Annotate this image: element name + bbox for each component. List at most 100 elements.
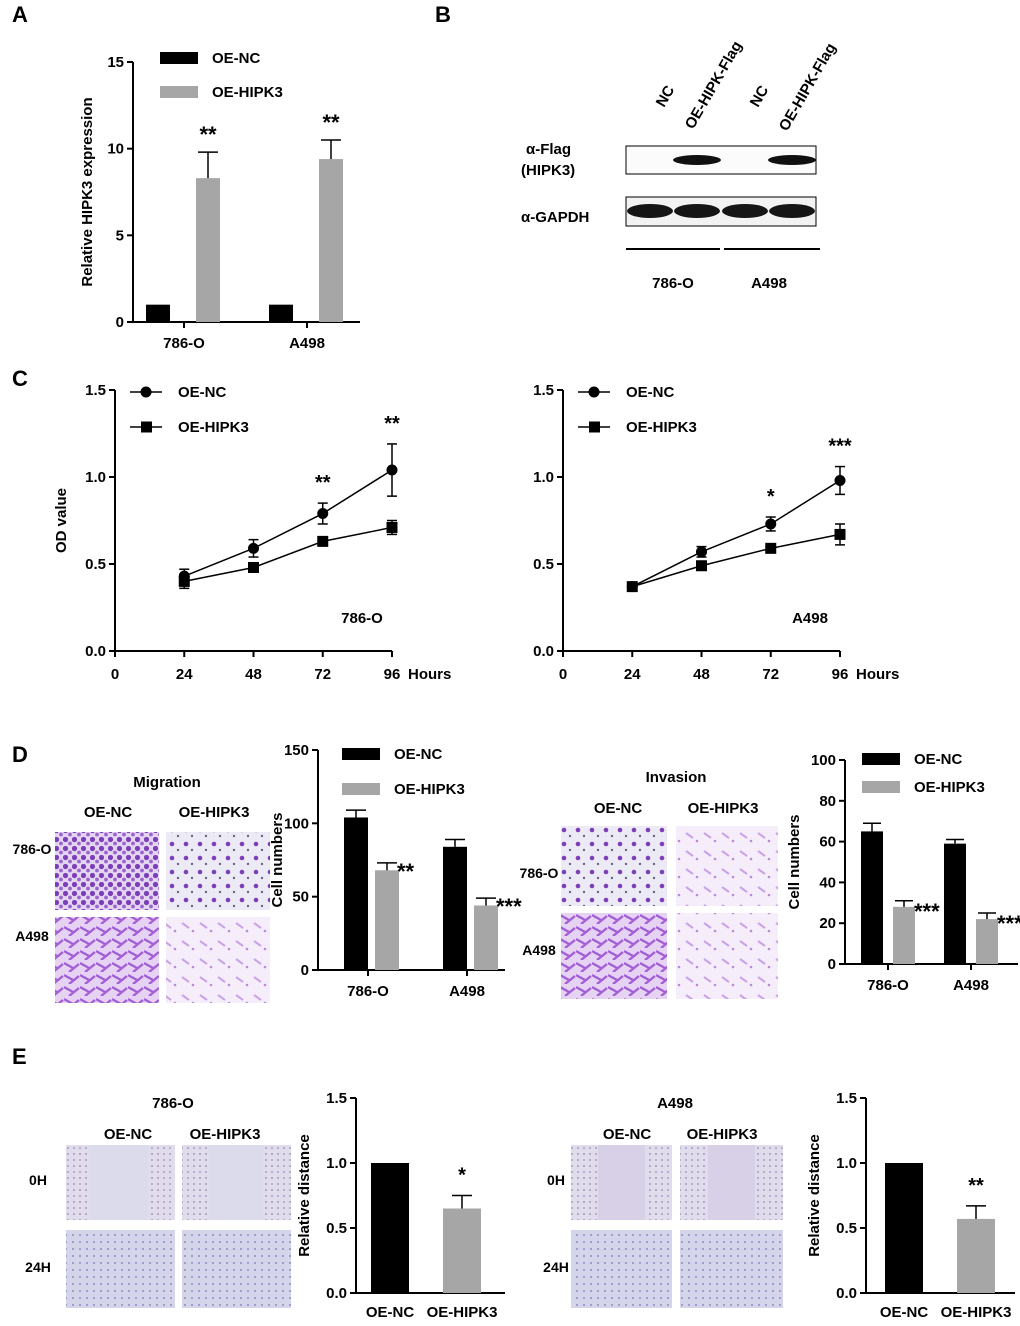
micrograph (55, 832, 159, 910)
legend-label: OE-NC (914, 751, 963, 768)
legend-label: OE-NC (626, 384, 675, 401)
micrograph (55, 917, 159, 1003)
y-axis-title: Relative HIPK3 expression (79, 97, 96, 286)
legend-label: OE-HIPK3 (178, 419, 249, 436)
legend-swatch (160, 52, 198, 64)
y-tick-label: 50 (292, 889, 309, 906)
wound1-title: 786-O (152, 1095, 194, 1112)
x-tick-label: 0 (559, 666, 567, 683)
significance-mark: *** (828, 436, 852, 458)
y-tick-label: 1.0 (836, 1155, 857, 1172)
data-point (696, 546, 707, 558)
y-tick-label: 0.5 (836, 1220, 857, 1237)
y-tick-label: 10 (107, 141, 124, 158)
migration-col-oenc: OE-NC (84, 804, 133, 821)
wound1-row-0h: 0H (29, 1172, 47, 1188)
chart-annotation: 786-O (341, 610, 383, 627)
wound2-row-24h: 24H (543, 1259, 569, 1275)
wound2-row-0h: 0H (547, 1172, 565, 1188)
y-tick-label: 100 (284, 815, 309, 832)
y-tick-label: 15 (107, 54, 124, 71)
blot-row-flag: α-Flag (526, 141, 571, 158)
x-tick-label: 786-O (347, 983, 389, 1000)
x-tick-label: A498 (289, 335, 325, 352)
lane-label-2: OE-HIPK-Flag (682, 38, 746, 132)
blot-band (627, 204, 673, 218)
y-tick-label: 1.5 (326, 1090, 347, 1107)
panel-label-b: B (435, 2, 451, 27)
legend-marker (589, 421, 600, 433)
group-label-786o: 786-O (652, 275, 694, 292)
migration-row-786o: 786-O (13, 841, 52, 857)
y-tick-label: 150 (284, 742, 309, 759)
bar (885, 1163, 923, 1293)
micrograph (680, 1230, 783, 1308)
legend-label: OE-HIPK3 (212, 84, 283, 101)
migration-col-oehipk3: OE-HIPK3 (179, 804, 250, 821)
legend-swatch (160, 86, 198, 98)
data-point (386, 521, 398, 533)
legend-label: OE-NC (212, 50, 261, 67)
group-label-a498: A498 (751, 275, 787, 292)
micrograph (182, 1230, 291, 1308)
y-tick-label: 0 (301, 962, 309, 979)
data-point (834, 474, 846, 486)
y-tick-label: 0 (828, 956, 836, 973)
blot-band (768, 155, 816, 165)
significance-mark: *** (496, 894, 522, 919)
y-tick-label: 1.5 (85, 382, 106, 399)
significance-mark: ** (968, 1175, 984, 1197)
wound2-col-oenc: OE-NC (603, 1126, 652, 1143)
bar (474, 905, 498, 970)
series-line (632, 533, 841, 588)
x-tick-label: 96 (384, 666, 401, 683)
legend-swatch (342, 748, 380, 760)
western-blot: NC OE-HIPK-Flag NC OE-HIPK-Flag α-Flag (… (521, 38, 840, 292)
wound2-col-oehipk3: OE-HIPK3 (687, 1126, 758, 1143)
bar (319, 159, 343, 322)
x-tick-label: 24 (624, 666, 641, 683)
significance-mark: ** (322, 110, 340, 135)
significance-mark: ** (384, 413, 400, 435)
legend-marker (141, 421, 152, 433)
x-axis-title: Hours (856, 666, 899, 683)
data-point (248, 561, 259, 573)
micrograph (166, 917, 270, 1003)
legend-marker (140, 386, 152, 398)
invasion-col-oehipk3: OE-HIPK3 (688, 800, 759, 817)
data-point (248, 542, 259, 554)
bar (196, 178, 220, 322)
series-line (631, 479, 841, 588)
x-axis-title: Hours (408, 666, 451, 683)
x-tick-label: OE-HIPK3 (941, 1304, 1012, 1321)
significance-mark: ** (397, 859, 415, 884)
wound-images-a498: A498 OE-NC OE-HIPK3 0H 24H (543, 1095, 783, 1308)
x-tick-label: 48 (693, 666, 710, 683)
data-point (834, 528, 846, 540)
micrograph (166, 832, 270, 910)
y-tick-label: 1.5 (836, 1090, 857, 1107)
x-tick-label: 72 (314, 666, 331, 683)
y-axis-title: Cell numbers (786, 814, 803, 909)
y-axis-title: Relative distance (806, 1134, 823, 1257)
micrograph (676, 913, 778, 999)
panel-label-d: D (12, 742, 28, 767)
x-tick-label: A498 (449, 983, 485, 1000)
bar (861, 831, 883, 964)
significance-mark: * (767, 486, 775, 508)
x-tick-label: OE-NC (880, 1304, 929, 1321)
y-tick-label: 1.0 (326, 1155, 347, 1172)
panel-label-c: C (12, 366, 28, 391)
y-tick-label: 5 (116, 227, 124, 244)
y-tick-label: 0.0 (85, 643, 106, 660)
significance-mark: * (458, 1165, 466, 1187)
chart-distance-786o: 0.0 0.5 1.0 1.5 OE-NC OE-HIPK3 * Relative dista… (296, 1090, 505, 1321)
data-point (386, 464, 398, 476)
chart-od-a498: 0.00.51.01.50 24 48 72 96 Hours****A498OE-NCO… (533, 382, 899, 683)
y-tick-label: 60 (819, 834, 836, 851)
chart-annotation: A498 (792, 610, 828, 627)
chart-distance-a498: 0.0 0.5 1.0 1.5 OE-NC OE-HIPK3 ** Relative dist… (806, 1090, 1015, 1321)
panel-label-a: A (12, 2, 28, 27)
x-tick-label: 0 (111, 666, 119, 683)
data-point (626, 581, 638, 593)
